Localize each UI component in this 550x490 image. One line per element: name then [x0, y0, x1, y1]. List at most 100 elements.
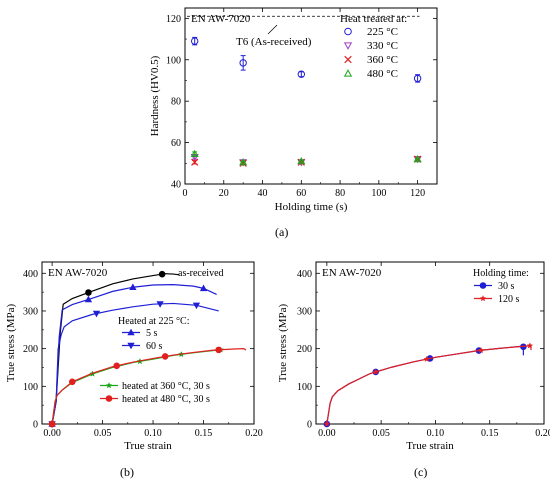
label-as-received: as-received	[178, 268, 224, 279]
y-tick-label: 200	[297, 344, 312, 355]
legend-label-2: 330 °C	[367, 40, 398, 52]
panel-a-reference: T6 (As-received)	[187, 15, 420, 48]
panel-c-xlabel: True strain	[406, 440, 454, 452]
curve-marker-2	[477, 346, 485, 354]
legend-label-4: 480 °C	[367, 68, 398, 80]
data-point-1	[413, 74, 422, 83]
legend-label-2: 5 s	[146, 328, 158, 339]
data-point-1	[239, 59, 247, 67]
legend-marker-5	[105, 395, 113, 402]
x-tick-label: 60	[296, 188, 306, 199]
panel-b-xlabel: True strain	[124, 440, 172, 452]
panel-c-ylabel: True stress (MPa)	[277, 303, 289, 382]
curve-marker-1	[158, 270, 166, 278]
reference-label: T6 (As-received)	[236, 36, 312, 48]
x-tick-label: 0.05	[94, 428, 112, 439]
legend-marker-2	[343, 42, 353, 50]
x-tick-label: 0.15	[481, 428, 499, 439]
curve-3	[51, 302, 219, 425]
data-point-4	[413, 154, 422, 163]
x-tick-label: 0.00	[43, 428, 61, 439]
legend-label-5: heated at 480 °C, 30 s	[122, 394, 210, 405]
curve-marker-2	[372, 368, 380, 375]
x-tick-label: 0.20	[245, 428, 263, 439]
y-tick-label: 300	[297, 306, 312, 317]
legend-label-1: 225 °C	[367, 26, 398, 38]
panel-c-inner-title: EN AW-7020	[322, 267, 382, 279]
curve-marker-3	[192, 302, 201, 310]
x-tick-label: 100	[371, 188, 386, 199]
panel-a-xlabel: Holding time (s)	[275, 201, 348, 213]
panel-c-frame	[315, 261, 545, 425]
x-tick-label: 0.20	[535, 428, 550, 439]
curve-marker-2	[129, 283, 137, 290]
panel-b: EN AW-7020 0.00 0.05 0.10 0.15 0.20 0 100 200 30…	[5, 261, 263, 479]
data-point-4	[190, 149, 199, 158]
panel-a-points	[190, 36, 422, 167]
legend-marker-1	[479, 282, 487, 289]
legend-marker-4	[343, 69, 353, 77]
curve-2	[326, 344, 532, 425]
panel-a-legend-entries: 225 °C 330 °C 360 °C 480 °C	[343, 26, 398, 80]
y-tick-label: 120	[166, 14, 181, 25]
x-tick-label: 0.10	[427, 428, 445, 439]
legend-marker-2	[127, 328, 135, 336]
panel-a-ylabel: Hardness (HV0.5)	[149, 55, 161, 136]
y-tick-label: 80	[171, 97, 181, 108]
y-tick-label: 0	[307, 420, 312, 431]
curve-marker-2	[84, 295, 93, 303]
data-point-1	[297, 70, 306, 78]
panel-c-ticks: 0.00 0.05 0.10 0.15 0.20 0 100 200 300 400	[297, 262, 550, 439]
y-tick-label: 40	[171, 180, 181, 191]
x-tick-label: 120	[410, 188, 425, 199]
panel-c-legend: 30 s 120 s	[474, 281, 520, 305]
curve-marker-5	[68, 378, 76, 386]
legend-marker-1	[344, 27, 352, 36]
panel-c-curves	[323, 342, 534, 428]
panel-b-ticks: 0.00 0.05 0.10 0.15 0.20 0 100 200 300 400	[23, 262, 263, 439]
x-tick-label: 0	[183, 188, 188, 199]
x-tick-label: 80	[335, 188, 345, 199]
x-tick-label: 0.15	[195, 428, 213, 439]
panel-label-c: (c)	[414, 465, 427, 479]
label-heated-225: Heated at 225 °C:	[118, 316, 189, 327]
curve-marker-2	[199, 284, 208, 292]
legend-label-3: 360 °C	[367, 54, 398, 66]
panel-a: EN AW-7020 0 20 40 60 80 100 120 40 60 80 100 120 T…	[149, 7, 438, 239]
x-tick-label: 20	[219, 188, 229, 199]
legend-label-4: heated at 360 °C, 30 s	[122, 381, 210, 392]
panel-c: EN AW-7020 0.00 0.05 0.10 0.15 0.20 0 100 200 30…	[277, 261, 550, 479]
y-tick-label: 400	[23, 269, 38, 280]
reference-pointer	[267, 24, 278, 35]
panel-b-ylabel: True stress (MPa)	[5, 303, 17, 382]
y-tick-label: 0	[33, 420, 38, 431]
curve-marker-3	[92, 310, 101, 318]
y-tick-label: 200	[23, 344, 38, 355]
x-tick-label: 0.05	[372, 428, 390, 439]
panel-label-a: (a)	[275, 225, 288, 239]
panel-b-curves	[48, 270, 247, 428]
y-tick-label: 400	[297, 269, 312, 280]
legend-title-heat-treated: Heat treated at:	[340, 13, 407, 25]
curve-marker-2	[526, 342, 534, 349]
curve-marker-5	[161, 353, 169, 360]
y-tick-label: 60	[171, 138, 181, 149]
curve-2	[51, 283, 217, 425]
x-tick-label: 40	[258, 188, 268, 199]
legend-marker-4	[105, 382, 113, 389]
panel-b-legend-hot: heated at 360 °C, 30 s heated at 480 °C, …	[100, 381, 210, 405]
panel-b-inner-title: EN AW-7020	[48, 267, 108, 279]
data-point-4	[239, 158, 248, 166]
legend-marker-3	[344, 55, 352, 64]
legend-marker-3	[127, 342, 135, 350]
panel-b-frame	[41, 261, 255, 425]
y-tick-label: 300	[23, 306, 38, 317]
curve-marker-2	[423, 355, 431, 362]
curve-5	[51, 348, 247, 425]
x-tick-label: 0.10	[144, 428, 162, 439]
y-tick-label: 100	[297, 382, 312, 393]
data-point-1	[190, 37, 199, 45]
panel-a-ticks: 0 20 40 60 80 100 120 40 60 80 100 120	[166, 8, 437, 199]
panel-label-b: (b)	[120, 465, 134, 479]
